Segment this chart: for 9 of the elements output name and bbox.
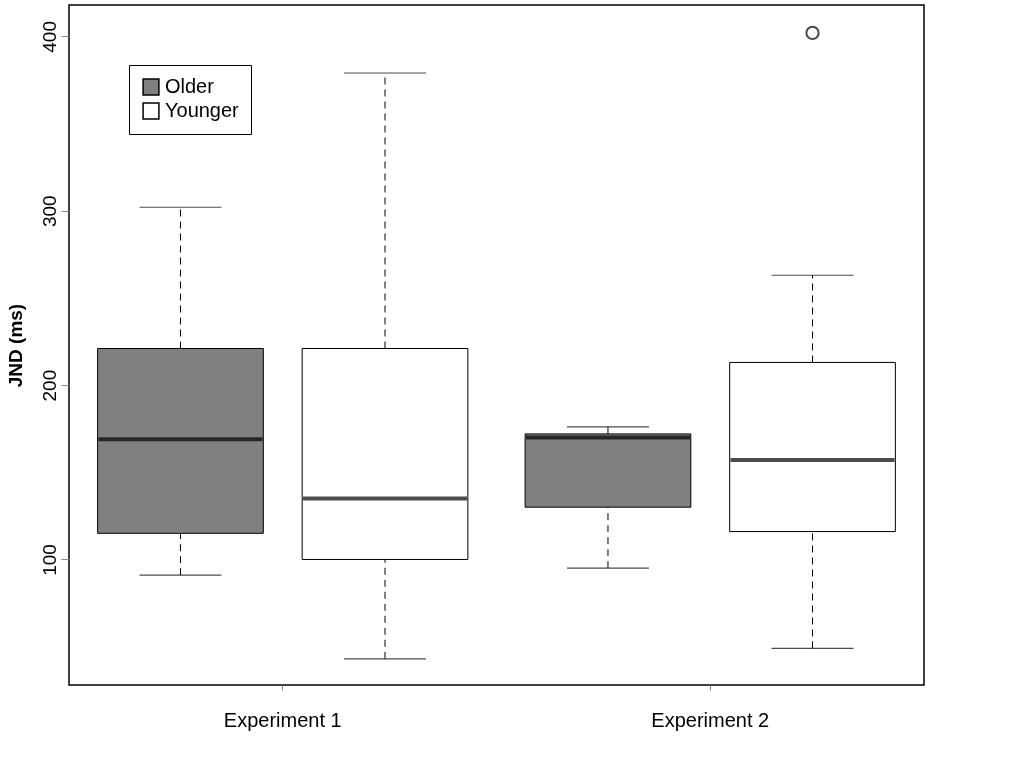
y-tick-label: 400 (38, 21, 60, 53)
legend-label: Older (165, 75, 215, 97)
y-tick-label: 200 (38, 369, 60, 402)
x-tick-label: Experiment 2 (651, 708, 770, 731)
y-axis-title: JND (ms) (4, 303, 26, 388)
y-tick-label: 100 (38, 544, 60, 576)
x-tick-label: Experiment 1 (223, 708, 342, 731)
y-tick-label: 300 (38, 195, 60, 228)
legend-label: Younger (165, 99, 240, 121)
